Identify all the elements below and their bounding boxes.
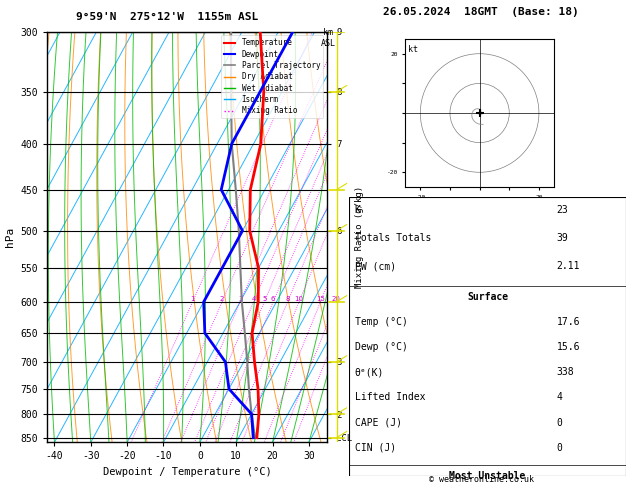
Text: CAPE (J): CAPE (J)	[355, 417, 402, 428]
Text: 2: 2	[220, 296, 224, 302]
Text: kt: kt	[408, 45, 418, 54]
Text: km
ASL: km ASL	[321, 28, 336, 48]
Text: 4: 4	[557, 392, 562, 402]
Text: 0: 0	[557, 417, 562, 428]
Text: 15: 15	[316, 296, 325, 302]
Text: Totals Totals: Totals Totals	[355, 233, 431, 243]
Text: Surface: Surface	[467, 292, 508, 302]
Text: 0: 0	[557, 443, 562, 453]
Text: 2.11: 2.11	[557, 261, 580, 271]
Text: 9°59'N  275°12'W  1155m ASL: 9°59'N 275°12'W 1155m ASL	[75, 12, 258, 22]
Text: 4: 4	[252, 296, 256, 302]
Text: Lifted Index: Lifted Index	[355, 392, 425, 402]
Text: 39: 39	[557, 233, 569, 243]
Y-axis label: Mixing Ratio (g/kg): Mixing Ratio (g/kg)	[355, 186, 364, 288]
Text: Temp (°C): Temp (°C)	[355, 317, 408, 327]
FancyBboxPatch shape	[349, 197, 626, 476]
Text: 6: 6	[271, 296, 276, 302]
Text: 3: 3	[238, 296, 243, 302]
Text: 1: 1	[191, 296, 195, 302]
Y-axis label: hPa: hPa	[5, 227, 15, 247]
Text: Dewp (°C): Dewp (°C)	[355, 342, 408, 352]
Text: 5: 5	[262, 296, 267, 302]
Text: CIN (J): CIN (J)	[355, 443, 396, 453]
Text: PW (cm): PW (cm)	[355, 261, 396, 271]
Text: 8: 8	[286, 296, 290, 302]
Legend: Temperature, Dewpoint, Parcel Trajectory, Dry Adiabat, Wet Adiabat, Isotherm, Mi: Temperature, Dewpoint, Parcel Trajectory…	[221, 35, 323, 118]
Text: θᵉ(K): θᵉ(K)	[355, 367, 384, 377]
Text: Most Unstable: Most Unstable	[449, 470, 526, 481]
X-axis label: Dewpoint / Temperature (°C): Dewpoint / Temperature (°C)	[103, 467, 272, 477]
Text: 10: 10	[294, 296, 304, 302]
Text: 338: 338	[557, 367, 574, 377]
Text: 15.6: 15.6	[557, 342, 580, 352]
Text: © weatheronline.co.uk: © weatheronline.co.uk	[429, 474, 533, 484]
Text: 17.6: 17.6	[557, 317, 580, 327]
Text: 20: 20	[331, 296, 341, 302]
Text: 26.05.2024  18GMT  (Base: 18): 26.05.2024 18GMT (Base: 18)	[383, 7, 579, 17]
Text: 23: 23	[557, 205, 569, 215]
Text: K: K	[355, 205, 360, 215]
